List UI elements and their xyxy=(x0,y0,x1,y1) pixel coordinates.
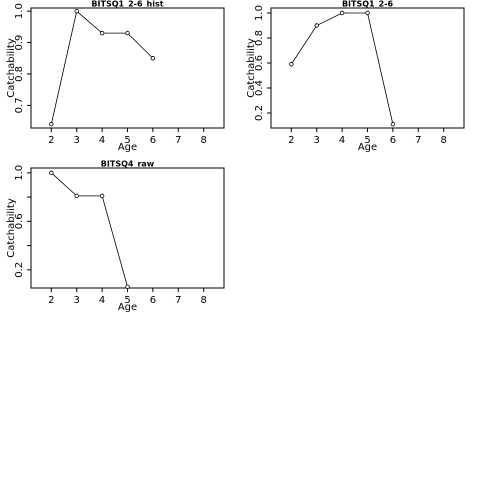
x-tick-label: 2 xyxy=(48,295,54,306)
x-tick-label: 7 xyxy=(175,135,181,146)
x-tick-label: 4 xyxy=(99,135,105,146)
y-tick-label: 0.6 xyxy=(14,213,25,229)
data-point xyxy=(49,170,54,176)
chart-panel-3: BITSQ4_raw 2 3 4 5 6 7 8 Age 0.2 0.6 1.0 Catchabilit… xyxy=(6,160,225,313)
y-tick-label: 0.8 xyxy=(254,30,265,46)
y-tick-label: 1.0 xyxy=(254,5,265,21)
x-tick-label: 4 xyxy=(339,135,345,146)
x-tick-label: 3 xyxy=(74,135,80,146)
y-axis-label: Catchability xyxy=(6,198,17,258)
data-point xyxy=(74,193,79,199)
x-tick-label: 3 xyxy=(74,295,80,306)
x-tick-label: 6 xyxy=(150,295,156,306)
x-tick-label: 5 xyxy=(124,135,130,146)
y-tick-label: 0.4 xyxy=(254,80,265,96)
y-tick-label: 1.0 xyxy=(14,3,25,19)
x-tick-label: 6 xyxy=(390,135,396,146)
x-tick-label: 8 xyxy=(200,135,206,146)
data-point xyxy=(74,8,79,14)
data-point xyxy=(49,122,54,127)
chart-panel-1: BITSQ1_2-6_hist 2 3 4 5 6 7 8 Age 0.7 0.8 0.9 1.0 Cat… xyxy=(6,0,225,153)
x-axis-label: Age xyxy=(118,302,137,313)
x-tick-label: 3 xyxy=(314,135,320,146)
y-tick-label: 0.9 xyxy=(14,35,25,51)
series-line xyxy=(290,12,394,125)
chart-title: BITSQ4_raw xyxy=(101,160,155,169)
data-point xyxy=(314,23,319,28)
data-point xyxy=(150,56,156,61)
y-axis-label: Catchability xyxy=(246,38,257,98)
x-tick-label: 5 xyxy=(124,295,130,306)
x-tick-label: 8 xyxy=(440,135,446,146)
y-axis-label: Catchability xyxy=(6,38,17,98)
series-line xyxy=(50,10,154,125)
y-tick-label: 0.2 xyxy=(14,262,25,278)
x-tick-label: 4 xyxy=(99,295,105,306)
data-point xyxy=(125,284,130,289)
data-point xyxy=(99,30,105,36)
y-tick-label: 0.7 xyxy=(14,97,25,113)
chart-title: BITSQ1_2-6 xyxy=(342,0,394,9)
y-tick-label: 0.6 xyxy=(254,55,265,71)
x-axis-label: Age xyxy=(358,142,377,153)
data-point xyxy=(99,193,105,199)
y-tick-label: 1.0 xyxy=(14,165,25,181)
data-point xyxy=(390,122,396,127)
series-line xyxy=(51,172,128,287)
y-tick-label: 0.8 xyxy=(14,66,25,82)
x-tick-label: 7 xyxy=(175,295,181,306)
data-point xyxy=(365,10,370,16)
x-tick-label: 6 xyxy=(150,135,156,146)
chart-title: BITSQ1_2-6_hist xyxy=(91,0,163,9)
x-tick-label: 8 xyxy=(200,295,206,306)
x-tick-label: 2 xyxy=(288,135,294,146)
y-tick-label: 0.2 xyxy=(254,105,265,121)
x-tick-label: 7 xyxy=(415,135,421,146)
plot-frame xyxy=(30,7,225,129)
plot-frame xyxy=(270,7,465,129)
plot-frame xyxy=(30,167,225,289)
x-tick-label: 5 xyxy=(364,135,370,146)
data-point xyxy=(339,10,345,16)
data-point xyxy=(125,30,130,36)
x-axis-label: Age xyxy=(118,142,137,153)
data-point xyxy=(289,62,294,67)
x-tick-label: 2 xyxy=(48,135,54,146)
chart-panel-2: BITSQ1_2-6 2 3 4 5 6 7 8 Age 0.2 0.4 0.6 0.8 1.0 Catch… xyxy=(246,0,465,153)
